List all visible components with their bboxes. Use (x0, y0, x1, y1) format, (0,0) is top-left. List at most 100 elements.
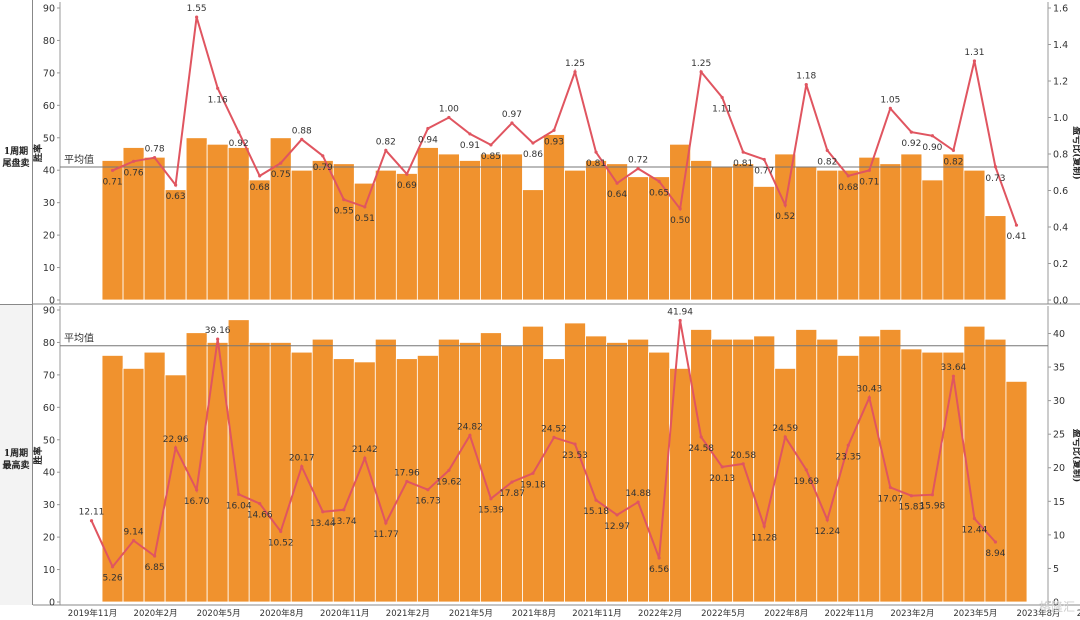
panel-2-bar (227, 319, 250, 603)
panel-1-bar (206, 143, 229, 301)
panel-1-data-label: 0.81 (733, 159, 753, 169)
panel-1-data-label: 0.92 (229, 139, 249, 149)
panel-1-data-label: 1.25 (565, 59, 585, 69)
panel-2-data-label: 39.16 (205, 326, 231, 336)
panel-1-data-label: 0.76 (124, 168, 144, 178)
panel-1-left-tick-label: 90 (43, 4, 55, 15)
panel-2-data-label: 24.82 (457, 422, 483, 432)
panel-2-ratio-point (279, 529, 283, 533)
panel-2-ratio-point (321, 510, 325, 514)
panel-1-right-tick-label: 1.6 (1053, 4, 1068, 15)
panel-1-data-label: 0.91 (460, 141, 480, 151)
panel-1-data-label: 0.64 (607, 190, 627, 200)
panel-1-ratio-point (363, 205, 367, 209)
panel-1-right-tick-label: 0.8 (1053, 150, 1068, 161)
panel-1-ratio-point (237, 130, 241, 134)
panel-1-right-tick-label: 1.4 (1053, 40, 1068, 51)
panel-2-right-axis-title: 盈亏比(复制) (1071, 428, 1080, 483)
panel-2-left-tick-label: 20 (43, 533, 55, 544)
panel-1-data-label: 0.55 (334, 207, 354, 217)
panel-2-ratio-point (300, 465, 304, 469)
panel-1-bar (164, 189, 187, 301)
x-tick-label: 2023年2月 (890, 608, 934, 619)
panel-2-data-label: 19.18 (520, 480, 546, 490)
panel-1-bar (942, 153, 965, 301)
panel-2-right-tick-label: 15 (1053, 497, 1065, 508)
panel-2-bar (816, 338, 839, 603)
panel-2-bar (585, 335, 607, 603)
panel-1-right-tick-label: 0.6 (1053, 186, 1068, 197)
panel-1-bar (564, 169, 586, 301)
panel-1-ratio-point (552, 128, 556, 132)
x-tick-label: 2022年2月 (638, 608, 682, 619)
panel-2-data-label: 16.04 (226, 501, 252, 511)
panel-2-ratio-point (468, 433, 472, 437)
x-tick-label: 2019年11月 (68, 608, 117, 619)
panel-2-right-tick-label: 0 (1053, 598, 1059, 609)
panel-2-bar (459, 342, 481, 603)
panel-2-ratio-point (405, 479, 409, 484)
panel-2-ratio-point (258, 501, 262, 506)
panel-2-left-tick-label: 10 (43, 565, 55, 576)
panel-1-ratio-point (1014, 223, 1019, 227)
panel-2-bar (753, 335, 776, 603)
panel-1-bar (732, 163, 755, 301)
panel-2-data-label: 19.69 (793, 477, 819, 487)
panel-1-data-label: 0.41 (1006, 232, 1026, 242)
panel-1-ratio-point (216, 86, 220, 90)
panel-1-ratio-point (825, 148, 829, 152)
panel-1-ratio-point (195, 15, 199, 19)
panel-2-data-label: 24.59 (772, 424, 798, 434)
x-tick-label: 2021年2月 (386, 608, 430, 619)
panel-2-right-tick-label: 40 (1053, 329, 1065, 340)
panel-1-ratio-point (615, 181, 619, 185)
panel-2-data-label: 11.28 (751, 533, 777, 543)
panel-1-bar (585, 160, 607, 301)
panel-2-data-label: 12.24 (814, 527, 840, 537)
panel-1-right-tick-label: 0.0 (1053, 296, 1068, 307)
panel-1-ratio-point (930, 134, 934, 138)
panel-2-bar (795, 329, 818, 603)
panel-2-data-label: 24.52 (541, 424, 567, 434)
panel-1-data-label: 1.25 (691, 59, 711, 69)
panel-2-bar (122, 367, 145, 603)
panel-1-ratio-point (258, 174, 262, 178)
panel-2-ratio-point (363, 456, 367, 460)
panel-2-bar (185, 332, 208, 603)
panel-2-ratio-point (657, 556, 661, 560)
panel-2-bar (206, 342, 229, 603)
panel-2-ratio-point (594, 498, 598, 502)
row-header-top (0, 0, 33, 305)
panel-2-data-label: 22.96 (163, 435, 189, 445)
panel-1-bar (311, 160, 334, 301)
panel-2-data-label: 15.98 (920, 502, 946, 512)
panel-1-right-tick-label: 1.0 (1053, 113, 1068, 124)
panel-1-data-label: 0.82 (943, 157, 963, 167)
panel-2-ratio-point (152, 554, 157, 558)
panel-1-data-label: 1.31 (964, 48, 984, 58)
panel-1-data-label: 0.79 (313, 163, 333, 173)
panel-1-bar (437, 153, 460, 301)
panel-1-bar (227, 147, 250, 301)
panel-1-data-label: 0.63 (166, 192, 186, 202)
panel-2-ratio-point (237, 492, 241, 496)
panel-1-data-label: 0.52 (775, 212, 795, 222)
panel-2-data-label: 23.53 (562, 451, 588, 461)
panel-1-data-label: 0.82 (376, 137, 396, 147)
panel-1-data-label: 0.73 (985, 174, 1005, 184)
panel-1-ratio-point (783, 203, 787, 207)
panel-2-left-tick-label: 70 (43, 370, 55, 381)
panel-1-ratio-point (279, 161, 283, 165)
panel-1-ratio-point (152, 156, 157, 160)
x-tick-label: 2022年8月 (764, 608, 808, 619)
panel-1-ratio-point (951, 148, 956, 152)
panel-2-data-label: 21.42 (352, 445, 378, 455)
panel-2-bar (543, 358, 565, 603)
panel-2-left-tick-label: 30 (43, 500, 55, 511)
panel-1-bar (900, 153, 923, 301)
panel-1-bar (963, 169, 986, 301)
panel-2-data-label: 13.74 (331, 517, 357, 527)
panel-1-bar (984, 215, 1007, 301)
panel-1-bar (374, 169, 397, 301)
